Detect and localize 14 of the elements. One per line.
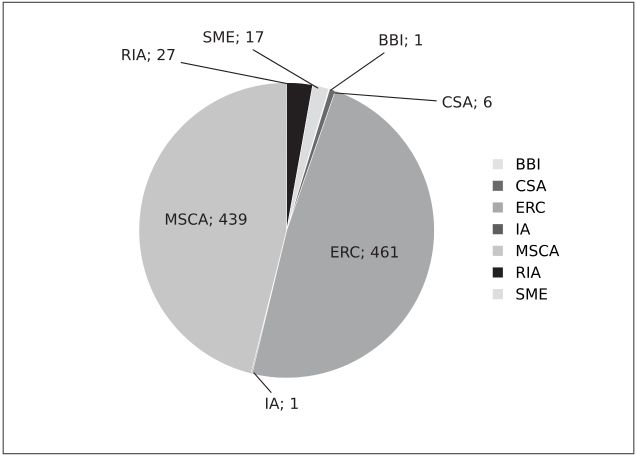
legend-label: IA: [516, 223, 530, 234]
legend-label: BBI: [516, 158, 540, 170]
legend-label: ERC: [516, 201, 545, 214]
data-label: MSCA; 439: [166, 213, 246, 226]
legend-label: MSCA: [516, 244, 560, 256]
data-label: IA; 1: [266, 398, 298, 411]
data-label: ERC; 461: [331, 246, 398, 260]
data-label: BBI; 1: [380, 34, 422, 48]
legend-label: SME: [516, 288, 547, 300]
data-label: CSA; 6: [442, 96, 492, 110]
data-label: SME; 17: [204, 31, 264, 44]
data-label: RIA; 27: [122, 48, 175, 62]
legend-label: RIA: [516, 266, 541, 278]
legend-label: CSA: [516, 180, 546, 192]
